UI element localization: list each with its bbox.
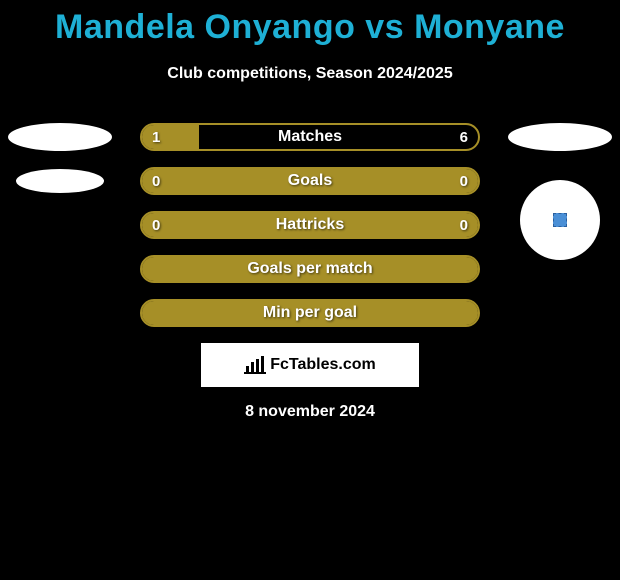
player-right-badge: [508, 123, 612, 151]
stat-row-matches: 1 Matches 6: [0, 123, 620, 151]
player-right-logo: [508, 123, 612, 151]
stat-bar-goals-per-match: Goals per match: [140, 255, 480, 283]
brand-panel: FcTables.com: [201, 343, 419, 387]
date-label: 8 november 2024: [0, 403, 620, 421]
stat-bar-hattricks: 0 Hattricks 0: [140, 211, 480, 239]
stat-row-min-per-goal: Min per goal: [0, 299, 620, 327]
page-title: Mandela Onyango vs Monyane: [0, 8, 620, 47]
player-left-logo: [8, 123, 112, 151]
stat-bar-min-per-goal: Min per goal: [140, 299, 480, 327]
stat-label: Goals per match: [142, 257, 478, 281]
stat-row-goals-per-match: Goals per match: [0, 255, 620, 283]
player-right-club-badge: [520, 180, 600, 260]
player-left-badge-2: [8, 169, 112, 193]
bar-chart-icon: [244, 356, 266, 374]
stat-right-value: 0: [460, 213, 468, 237]
stat-row-goals: 0 Goals 0: [0, 167, 620, 195]
stat-label: Hattricks: [142, 213, 478, 237]
player-left-badge: [8, 123, 112, 151]
stat-bar-matches: 1 Matches 6: [140, 123, 480, 151]
subtitle: Club competitions, Season 2024/2025: [0, 65, 620, 83]
stat-label: Min per goal: [142, 301, 478, 325]
stat-bar-goals: 0 Goals 0: [140, 167, 480, 195]
brand-text: FcTables.com: [270, 356, 376, 374]
club-badge-icon: [553, 213, 567, 227]
stat-right-value: 6: [460, 125, 468, 149]
brand-logo: FcTables.com: [244, 356, 376, 374]
stat-label: Goals: [142, 169, 478, 193]
stat-label: Matches: [142, 125, 478, 149]
comparison-widget: Mandela Onyango vs Monyane Club competit…: [0, 0, 620, 421]
player-left-logo-2: [16, 169, 104, 193]
stat-right-value: 0: [460, 169, 468, 193]
